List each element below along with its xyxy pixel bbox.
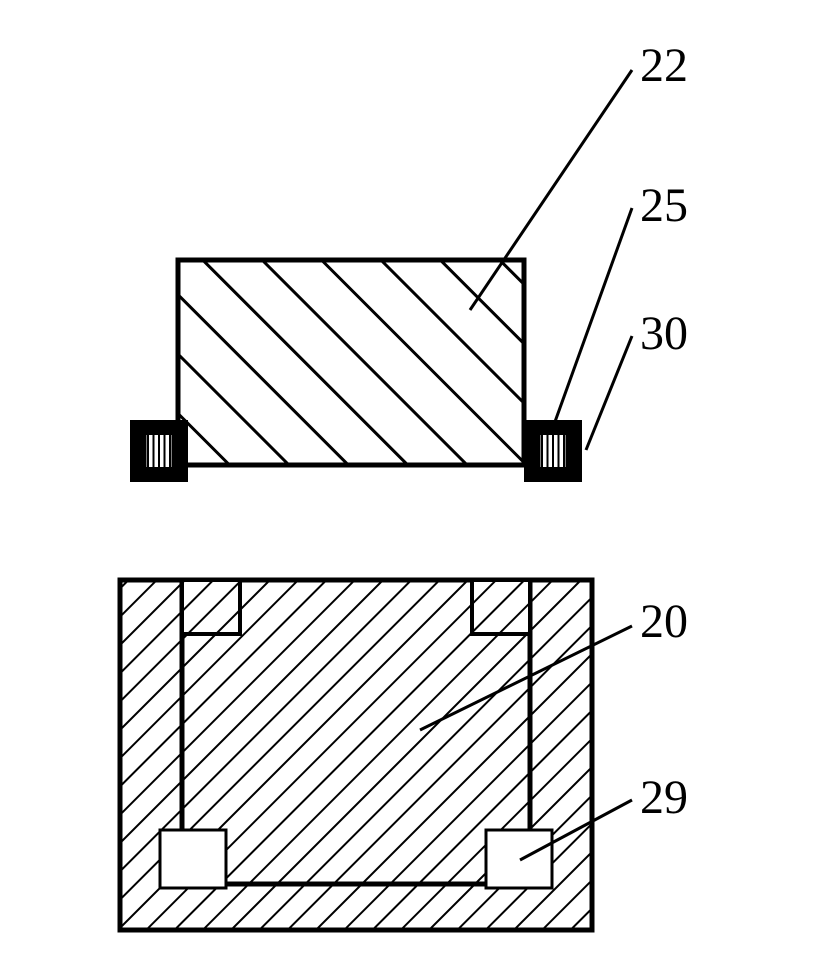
inner-notch-left-29 <box>160 830 226 888</box>
callout-label-22: 22 <box>640 38 688 93</box>
side-box-left <box>130 420 188 482</box>
callout-label-30: 30 <box>640 306 688 361</box>
upper-block-22 <box>178 260 524 465</box>
diagram-canvas <box>0 0 830 975</box>
callout-label-20: 20 <box>640 594 688 649</box>
lower-shell-20 <box>118 578 594 932</box>
callout-label-25: 25 <box>640 178 688 233</box>
callout-label-29: 29 <box>640 770 688 825</box>
inner-notch-right-29 <box>486 830 552 888</box>
